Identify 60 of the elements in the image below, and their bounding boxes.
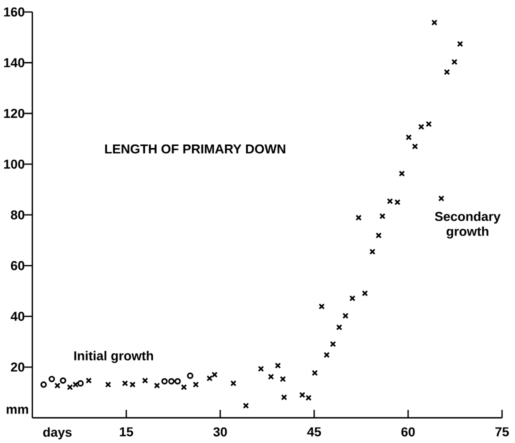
point <box>174 378 181 385</box>
point <box>142 378 148 384</box>
y-axis-title: mm <box>6 406 28 414</box>
point <box>451 59 458 66</box>
point <box>406 134 412 140</box>
point <box>318 304 325 310</box>
y-tick-label: 160 <box>4 8 24 17</box>
point <box>60 378 66 384</box>
point <box>324 352 330 358</box>
point <box>180 384 187 390</box>
x-tick-label: 45 <box>307 427 321 436</box>
point <box>412 144 418 150</box>
y-tick-label: 40 <box>10 312 24 322</box>
point <box>161 378 168 385</box>
point <box>426 121 432 128</box>
point <box>376 232 382 239</box>
point <box>192 382 199 388</box>
point <box>242 402 249 409</box>
point <box>342 312 349 320</box>
point <box>230 380 236 387</box>
x-tick-label: 60 <box>401 427 415 437</box>
x-axis-title: days <box>43 427 72 440</box>
point <box>444 69 450 76</box>
point <box>438 196 444 202</box>
point <box>281 394 288 400</box>
x-tick-label: 15 <box>120 427 134 436</box>
x-tick-label: 75 <box>495 427 509 436</box>
point <box>274 362 281 369</box>
point <box>186 372 194 380</box>
annotation: Initial growth <box>74 351 153 364</box>
y-tick-label: 120 <box>4 109 24 118</box>
point <box>379 213 386 220</box>
point <box>54 382 60 389</box>
point <box>431 20 438 26</box>
point <box>418 124 424 130</box>
point <box>349 295 356 302</box>
text: LENGTH OF PRIMARY DOWN <box>105 144 286 154</box>
point <box>362 290 368 296</box>
point <box>369 248 376 255</box>
point <box>457 41 464 48</box>
point <box>168 378 175 385</box>
y-tick-label: 140 <box>4 58 24 68</box>
point <box>280 376 286 382</box>
point <box>258 366 264 372</box>
point <box>336 324 342 330</box>
point <box>312 370 318 376</box>
point <box>330 341 336 348</box>
point <box>356 214 362 221</box>
point <box>154 382 160 389</box>
point <box>40 382 47 388</box>
annotation: Secondary growth <box>434 212 501 239</box>
y-tick-label: 100 <box>4 160 24 169</box>
y-tick-label: 20 <box>10 362 24 372</box>
point <box>48 376 55 382</box>
x-tick-label: 30 <box>213 427 227 437</box>
y-tick-label: 80 <box>10 210 24 220</box>
point <box>268 374 274 380</box>
point <box>105 382 112 388</box>
y-tick-label: 60 <box>10 261 24 270</box>
point <box>398 170 405 177</box>
